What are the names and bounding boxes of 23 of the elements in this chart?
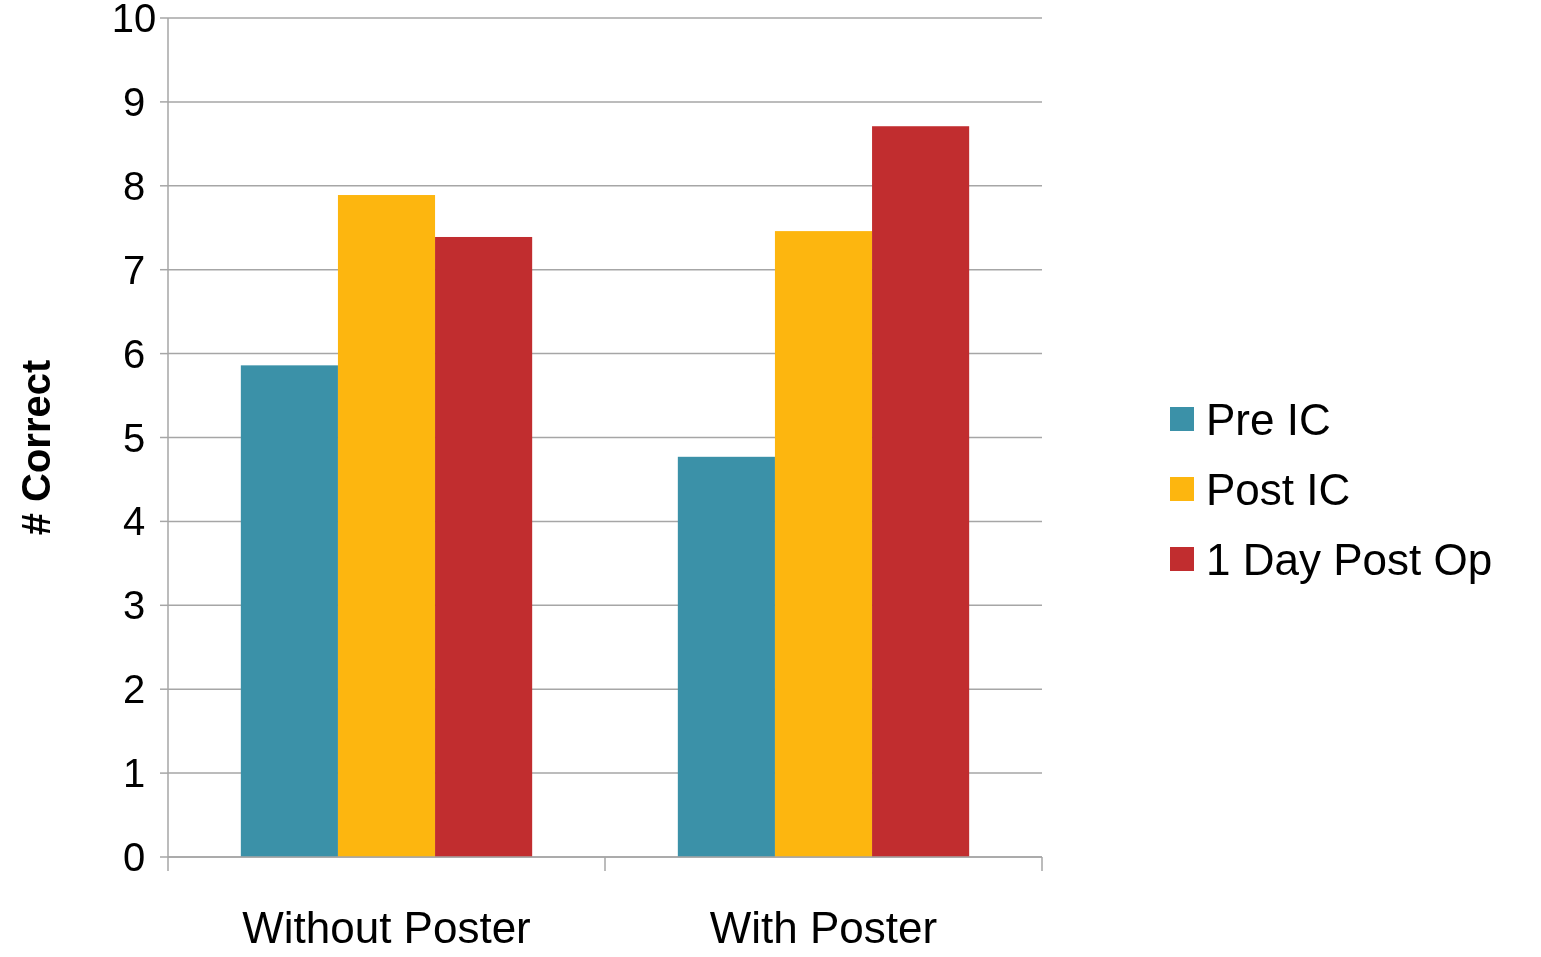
y-tick-label: 0 (122, 835, 146, 879)
bar (337, 195, 436, 857)
y-tick-label: 1 (122, 751, 146, 796)
legend-label: Post IC (1206, 465, 1351, 515)
y-tick-label: 3 (122, 583, 146, 628)
y-tick-label: 9 (122, 79, 146, 124)
y-tick-label: 2 (122, 667, 146, 712)
x-tick-label: With Poster (709, 903, 938, 952)
y-tick-label: 6 (122, 331, 146, 376)
y-tick-label: 4 (122, 499, 146, 544)
y-tick-label: 7 (122, 247, 146, 292)
y-tick-label: 5 (122, 415, 146, 460)
bar (677, 456, 775, 857)
y-tick-label: 10 (111, 0, 157, 40)
legend-label: 1 Day Post Op (1206, 535, 1493, 585)
legend-label: Pre IC (1206, 395, 1331, 445)
bar (240, 365, 338, 857)
x-tick-label: Without Poster (242, 903, 531, 952)
bar (872, 126, 970, 857)
bar (774, 231, 873, 857)
bar (435, 236, 533, 857)
y-axis-title: # Correct (14, 359, 58, 536)
y-tick-label: 8 (122, 163, 146, 208)
